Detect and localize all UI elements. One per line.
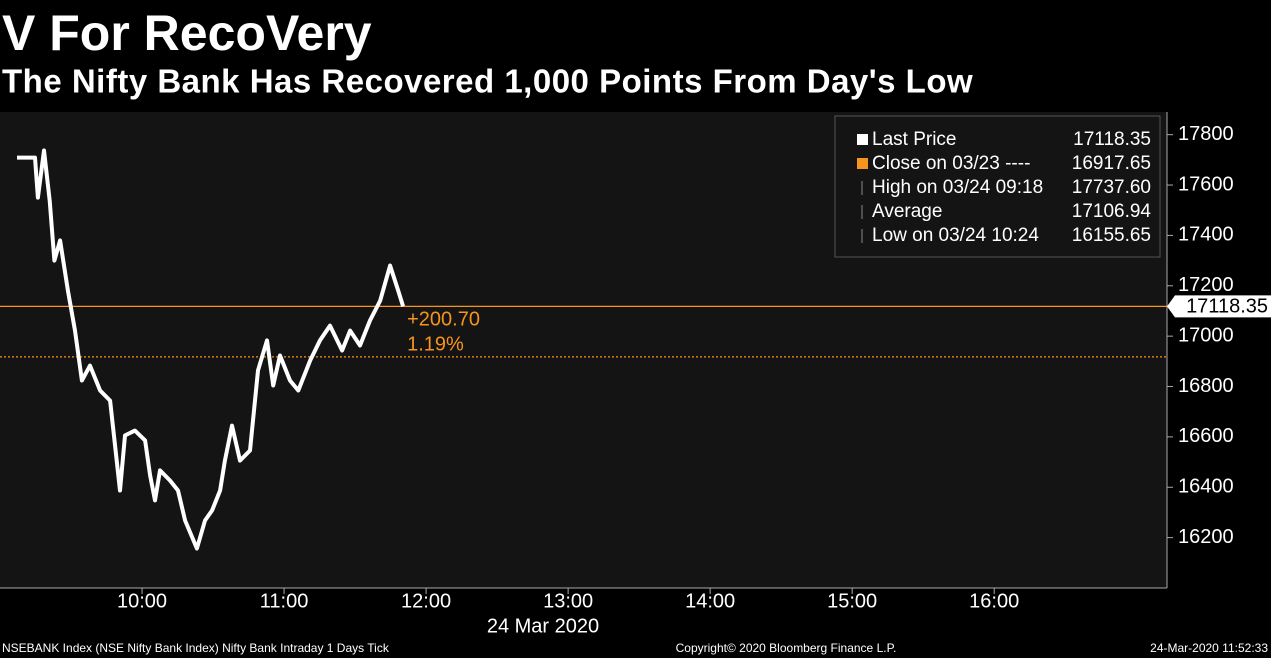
x-tick-label: 12:00 <box>401 590 451 612</box>
legend-label: Low on 03/24 10:24 <box>872 225 1039 246</box>
chart-title: V For RecoVery <box>2 5 372 61</box>
x-tick-label: 10:00 <box>117 590 167 612</box>
price-line <box>17 148 406 551</box>
x-tick-label: 15:00 <box>827 590 877 612</box>
y-tick-label: 17200 <box>1178 274 1234 296</box>
legend-label: Close on 03/23 ---- <box>872 153 1030 174</box>
change-pct-label: 1.19% <box>407 333 464 355</box>
chart-subtitle: The Nifty Bank Has Recovered 1,000 Point… <box>2 63 973 100</box>
change-label: +200.70 <box>407 308 480 330</box>
y-tick-label: 17600 <box>1178 173 1234 195</box>
footer-source: NSEBANK Index (NSE Nifty Bank Index) Nif… <box>2 641 390 655</box>
legend-swatch <box>857 158 868 169</box>
footer-timestamp: 24-Mar-2020 11:52:33 <box>1150 641 1268 655</box>
x-tick-label: 16:00 <box>969 590 1019 612</box>
y-tick-label: 16400 <box>1178 476 1234 498</box>
x-tick-label: 13:00 <box>543 590 593 612</box>
y-tick-label: 17400 <box>1178 224 1234 246</box>
y-tick-label: 17800 <box>1178 123 1234 145</box>
legend-box <box>834 115 1161 258</box>
y-tick-label: 17000 <box>1178 324 1234 346</box>
legend-swatch <box>857 134 868 145</box>
legend-value: 17118.35 <box>1073 129 1151 150</box>
legend-label: Average <box>872 201 942 222</box>
x-tick-label: 14:00 <box>685 590 735 612</box>
y-tick-label: 16200 <box>1178 526 1234 548</box>
legend-value: 17737.60 <box>1072 177 1151 198</box>
legend-label: Last Price <box>872 129 956 150</box>
legend-value: 17106.94 <box>1072 201 1152 222</box>
last-price-tag-label: 17118.35 <box>1186 296 1268 318</box>
footer-copyright: Copyright© 2020 Bloomberg Finance L.P. <box>676 641 897 655</box>
y-tick-label: 16600 <box>1178 425 1234 447</box>
legend-value: 16155.65 <box>1072 225 1151 246</box>
y-tick-label: 16800 <box>1178 375 1234 397</box>
last-price-tag <box>1167 295 1271 318</box>
x-axis-label: 24 Mar 2020 <box>487 615 599 637</box>
legend-label: High on 03/24 09:18 <box>872 177 1043 198</box>
legend-value: 16917.65 <box>1072 153 1151 174</box>
x-tick-label: 11:00 <box>260 590 309 612</box>
